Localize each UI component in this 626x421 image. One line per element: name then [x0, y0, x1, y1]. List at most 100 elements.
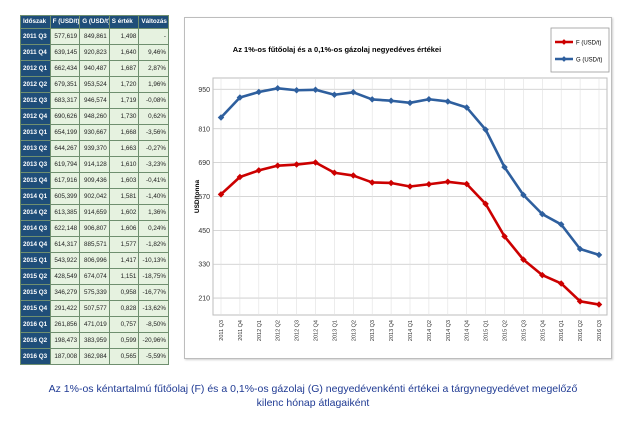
- value-cell: 291,422: [49, 300, 81, 317]
- value-cell: 690,626: [49, 108, 81, 125]
- value-cell: 575,339: [79, 284, 110, 301]
- value-cell: 1,498: [108, 28, 140, 45]
- data-point-f: [387, 179, 395, 187]
- y-tick-label: 210: [198, 296, 210, 303]
- value-cell: 0,62%: [138, 108, 169, 125]
- x-tick-label: 2013 Q4: [389, 320, 395, 341]
- data-point-f: [274, 162, 281, 169]
- data-point-g: [595, 251, 603, 259]
- value-cell: 1,610: [108, 156, 140, 173]
- data-point-f: [406, 183, 414, 190]
- value-cell: -20,96%: [138, 332, 169, 349]
- x-tick-label: 2012 Q2: [276, 320, 282, 341]
- value-cell: -0,08%: [138, 92, 169, 109]
- value-cell: 0,757: [108, 316, 140, 333]
- value-cell: 614,317: [49, 236, 81, 253]
- data-table: Időszak F (USD/t) G (USD/t) S érték Változás…: [20, 15, 169, 365]
- x-tick-label: 2013 Q1: [332, 320, 338, 341]
- y-tick-label: 690: [198, 160, 210, 167]
- value-cell: -5,59%: [138, 348, 169, 365]
- value-cell: 1,640: [108, 44, 140, 61]
- value-cell: -13,62%: [138, 300, 169, 317]
- legend-marker: [561, 39, 567, 45]
- x-tick-label: 2016 Q3: [597, 320, 603, 341]
- table-row: 2012 Q3 683,317 946,574 1,719 -0,08%: [20, 92, 169, 109]
- y-axis-label: USD/tonna: [194, 180, 201, 214]
- y-tick-label: 570: [198, 194, 210, 201]
- value-cell: 0,828: [108, 300, 140, 317]
- y-tick-label: 950: [198, 87, 210, 94]
- x-tick-label: 2013 Q3: [370, 320, 376, 341]
- x-tick-label: 2011 Q3: [219, 320, 225, 341]
- x-tick-label: 2015 Q1: [484, 320, 490, 341]
- data-point-g: [274, 85, 281, 92]
- value-cell: 428,549: [49, 268, 81, 285]
- value-cell: -1,40%: [138, 188, 169, 205]
- value-cell: 679,351: [49, 76, 81, 93]
- value-cell: -3,56%: [138, 124, 169, 141]
- period-cell: 2011 Q3: [20, 28, 51, 45]
- data-point-g: [501, 163, 508, 171]
- data-point-g: [387, 97, 395, 104]
- value-cell: 619,794: [49, 156, 81, 173]
- data-point-f: [595, 301, 603, 308]
- x-tick-label: 2012 Q4: [314, 320, 320, 341]
- table-body: 2011 Q3 577,619 849,861 1,498-2011 Q4 639,14…: [20, 28, 169, 365]
- x-tick-label: 2014 Q3: [446, 320, 452, 341]
- table-row: 2016 Q1 261,856 471,019 0,757 -8,50%: [20, 316, 169, 333]
- value-cell: -10,13%: [138, 252, 169, 269]
- value-cell: 0,565: [108, 348, 140, 365]
- data-point-f: [368, 179, 376, 186]
- table-row: 2013 Q4 617,916 909,436 1,603 -0,41%: [20, 172, 169, 189]
- table-row: 2016 Q2 198,473 383,959 0,599 -20,96%: [20, 332, 169, 349]
- data-point-f: [482, 200, 489, 208]
- chart-title: Az 1%-os fűtőolaj és a 0,1%-os gázolaj n…: [233, 45, 441, 54]
- period-cell: 2016 Q2: [20, 332, 51, 349]
- data-point-f: [444, 178, 452, 186]
- y-tick-label: 330: [198, 262, 210, 269]
- period-cell: 2015 Q1: [20, 252, 51, 269]
- figure-caption: Az 1%-os kéntartalmú fűtőolaj (F) és a 0…: [0, 382, 626, 410]
- value-cell: -3,23%: [138, 156, 169, 173]
- y-tick-label: 810: [198, 126, 210, 133]
- data-point-g: [539, 210, 546, 218]
- data-point-g: [406, 99, 414, 107]
- value-cell: 683,317: [49, 92, 81, 109]
- value-cell: 362,984: [79, 348, 110, 365]
- value-cell: 1,606: [108, 220, 140, 237]
- period-cell: 2013 Q4: [20, 172, 51, 189]
- x-tick-label: 2012 Q1: [257, 320, 263, 341]
- period-cell: 2016 Q3: [20, 348, 51, 365]
- period-cell: 2015 Q4: [20, 300, 51, 317]
- value-cell: 1,730: [108, 108, 140, 125]
- value-cell: 613,385: [49, 204, 81, 221]
- legend-label: G (USD/t): [576, 58, 602, 64]
- value-cell: 1,668: [108, 124, 140, 141]
- x-tick-label: 2016 Q1: [559, 320, 565, 341]
- value-cell: 1,603: [108, 172, 140, 189]
- legend-label: F (USD/t): [576, 41, 601, 47]
- value-cell: 2,87%: [138, 60, 169, 77]
- value-cell: 644,267: [49, 140, 81, 157]
- value-cell: 346,279: [49, 284, 81, 301]
- value-cell: 909,436: [79, 172, 110, 189]
- table-row: 2015 Q4 291,422 507,577 0,828 -13,62%: [20, 300, 169, 317]
- table-header-cell: S érték: [108, 15, 140, 29]
- data-point-g: [576, 245, 584, 253]
- caption-line-1: Az 1%-os kéntartalmú fűtőolaj (F) és a 0…: [48, 383, 578, 395]
- x-tick-label: 2016 Q2: [578, 320, 584, 341]
- value-cell: 920,823: [79, 44, 110, 61]
- period-cell: 2013 Q3: [20, 156, 51, 173]
- x-tick-label: 2015 Q2: [503, 320, 509, 341]
- table-row: 2011 Q4 639,145 920,823 1,640 9,46%: [20, 44, 169, 61]
- data-point-g: [350, 89, 357, 96]
- value-cell: 1,96%: [138, 76, 169, 93]
- value-cell: 0,958: [108, 284, 140, 301]
- period-cell: 2011 Q4: [20, 44, 51, 61]
- period-cell: 2014 Q3: [20, 220, 51, 237]
- table-row: 2013 Q3 619,794 914,128 1,610 -3,23%: [20, 156, 169, 173]
- table-header-row: Időszak F (USD/t) G (USD/t) S érték Változás: [20, 15, 169, 29]
- table-header-cell: Változás: [138, 15, 169, 29]
- table-row: 2011 Q3 577,619 849,861 1,498-: [20, 28, 169, 45]
- table-row: 2013 Q2 644,267 939,370 1,663 -0,27%: [20, 140, 169, 157]
